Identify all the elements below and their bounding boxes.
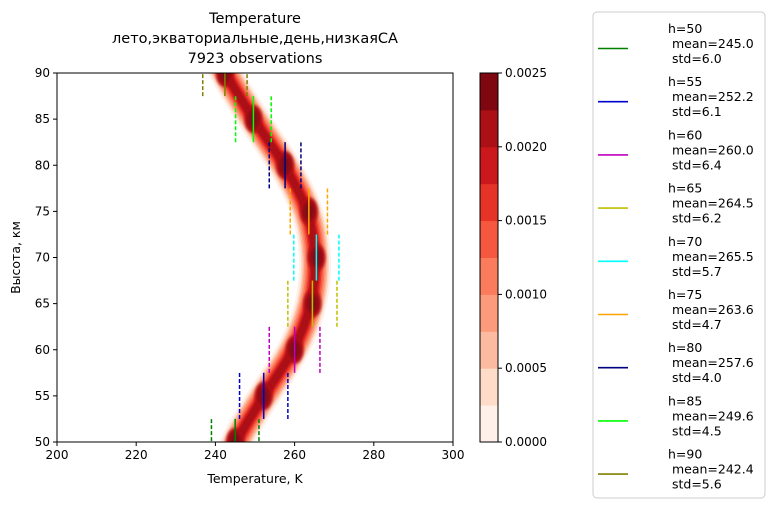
y-axis-label: Высота, км <box>8 221 23 294</box>
legend-label: h=50 mean=245.0 std=6.0 <box>668 21 754 66</box>
colorbar-tick-label: 0.0000 <box>505 435 547 449</box>
colorbar-band <box>480 294 498 332</box>
legend-entry-h65: h=65 mean=264.5 std=6.2 <box>598 181 754 226</box>
legend-entry-h90: h=90 mean=242.4 std=5.6 <box>598 447 754 492</box>
colorbar-band <box>480 146 498 185</box>
y-tick-label: 65 <box>35 297 50 311</box>
legend-frame <box>592 11 766 499</box>
legend-label: h=85 mean=249.6 std=4.5 <box>668 393 754 438</box>
colorbar-tick-label: 0.0020 <box>505 140 547 154</box>
y-tick-label: 70 <box>35 251 50 265</box>
x-tick-label: 260 <box>283 448 306 462</box>
legend-label: h=80 mean=257.6 std=4.0 <box>668 340 754 385</box>
legend-entry-h50: h=50 mean=245.0 std=6.0 <box>598 21 754 66</box>
y-tick-label: 75 <box>35 204 50 218</box>
density-contours <box>207 73 332 442</box>
chart-title-line-1: Temperature <box>208 11 301 27</box>
colorbar-band <box>480 109 498 148</box>
x-tick-label: 280 <box>362 448 385 462</box>
colorbar-band <box>480 183 498 222</box>
legend-entry-h70: h=70 mean=265.5 std=5.7 <box>598 234 754 279</box>
x-tick-label: 300 <box>442 448 465 462</box>
y-tick-label: 55 <box>35 389 50 403</box>
legend: h=50 mean=245.0 std=6.0 h=55 mean=252.2 s… <box>592 11 766 499</box>
colorbar-band <box>480 331 498 369</box>
plot-area: 200 220 240 260 280 300 50 55 60 65 70 75 80 85 90 Te… <box>8 66 465 486</box>
legend-entry-h80: h=80 mean=257.6 std=4.0 <box>598 340 754 385</box>
x-axis-label: Temperature, K <box>206 471 303 486</box>
colorbar-band <box>480 73 498 111</box>
legend-label: h=55 mean=252.2 std=6.1 <box>668 74 754 119</box>
colorbar-band <box>480 220 498 258</box>
y-axis-ticks: 50 55 60 65 70 75 80 85 90 <box>35 66 57 449</box>
legend-entry-h75: h=75 mean=263.6 std=4.7 <box>598 287 754 332</box>
legend-label: h=70 mean=265.5 std=5.7 <box>668 234 754 279</box>
colorbar-ticks: 0.0000 0.0005 0.0010 0.0015 0.0020 0.0025 <box>498 66 547 449</box>
colorbar-frame <box>479 72 499 443</box>
legend-entry-h55: h=55 mean=252.2 std=6.1 <box>598 74 754 119</box>
legend-label: h=90 mean=242.4 std=5.6 <box>668 447 754 492</box>
x-axis-ticks: 200 220 240 260 280 300 <box>46 442 465 462</box>
legend-entry-h85: h=85 mean=249.6 std=4.5 <box>598 393 754 438</box>
mean-std-markers <box>201 73 340 442</box>
chart-title-line-3: 7923 observations <box>188 51 323 67</box>
legend-entries: h=50 mean=245.0 std=6.0 h=55 mean=252.2 s… <box>598 21 754 492</box>
x-tick-label: 240 <box>204 448 227 462</box>
y-tick-label: 80 <box>35 158 50 172</box>
y-tick-label: 50 <box>35 435 50 449</box>
legend-entry-h60: h=60 mean=260.0 std=6.4 <box>598 127 754 172</box>
colorbar-band <box>480 368 498 406</box>
y-tick-label: 60 <box>35 343 50 357</box>
y-tick-label: 85 <box>35 112 50 126</box>
x-tick-label: 200 <box>46 448 69 462</box>
legend-label: h=75 mean=263.6 std=4.7 <box>668 287 754 332</box>
legend-label: h=60 mean=260.0 std=6.4 <box>668 127 754 172</box>
y-tick-label: 90 <box>35 66 50 80</box>
chart-title: Temperature лето,экваториальные,день,низ… <box>112 11 398 67</box>
colorbar-tick-label: 0.0010 <box>505 287 547 301</box>
colorbar-tick-label: 0.0025 <box>505 66 547 80</box>
legend-label: h=65 mean=264.5 std=6.2 <box>668 181 754 226</box>
x-tick-label: 220 <box>125 448 148 462</box>
colorbar-band <box>480 257 498 295</box>
chart-title-line-2: лето,экваториальные,день,низкаяСА <box>112 31 398 47</box>
colorbar-tick-label: 0.0005 <box>505 361 547 375</box>
colorbar-tick-label: 0.0015 <box>505 214 547 228</box>
colorbar-bands <box>480 73 498 443</box>
colorbar: 0.0000 0.0005 0.0010 0.0015 0.0020 0.0025 <box>479 66 547 449</box>
colorbar-band <box>480 405 498 443</box>
